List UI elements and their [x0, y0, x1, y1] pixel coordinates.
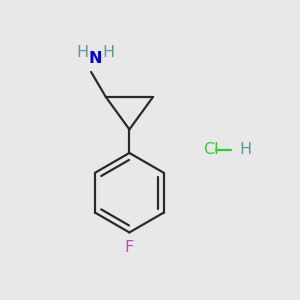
Text: H: H — [77, 45, 89, 60]
Text: F: F — [125, 240, 134, 255]
Text: H: H — [240, 142, 252, 158]
Text: Cl: Cl — [203, 142, 219, 158]
Text: H: H — [103, 45, 115, 60]
Text: N: N — [89, 51, 102, 66]
